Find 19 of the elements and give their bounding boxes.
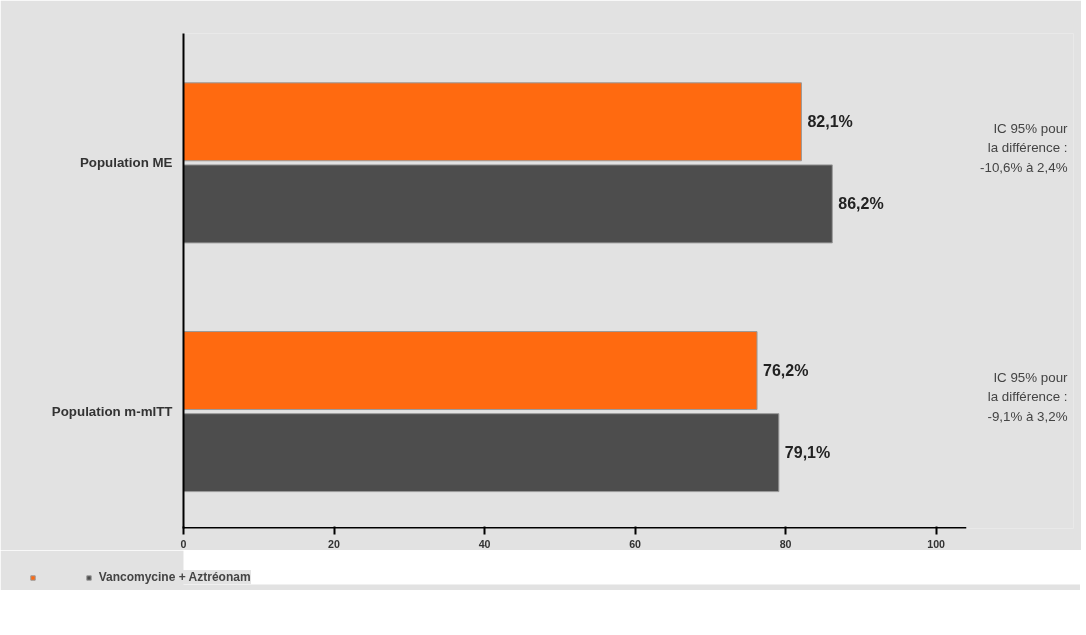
x-tick-label: 80 [779, 537, 792, 550]
y-tick-label: Population ME [79, 155, 173, 171]
bar [183, 331, 758, 411]
data-label: 79,1% [784, 444, 831, 462]
text: IC 95% pour la différence : -10,6% à 2,4% [980, 120, 1069, 175]
x-tick-label: 40 [478, 537, 491, 550]
x-tick-label: 0 [180, 537, 187, 550]
legend-label: Vancomycine + Aztréonam [98, 570, 251, 584]
data-label: 82,1% [807, 113, 853, 131]
y-tick-label: Population m-mITT [51, 404, 173, 420]
data-label: 86,2% [838, 195, 884, 213]
x-tick-label: 60 [629, 537, 642, 550]
x-tick-label: 20 [328, 537, 341, 550]
x-tick-label: 100 [927, 537, 946, 550]
bar [183, 164, 833, 244]
text: IC 95% pour la différence : -9,1% à 3,2% [987, 369, 1069, 424]
bar [183, 413, 780, 493]
bar [183, 82, 802, 162]
data-label: 76,2% [763, 362, 809, 380]
